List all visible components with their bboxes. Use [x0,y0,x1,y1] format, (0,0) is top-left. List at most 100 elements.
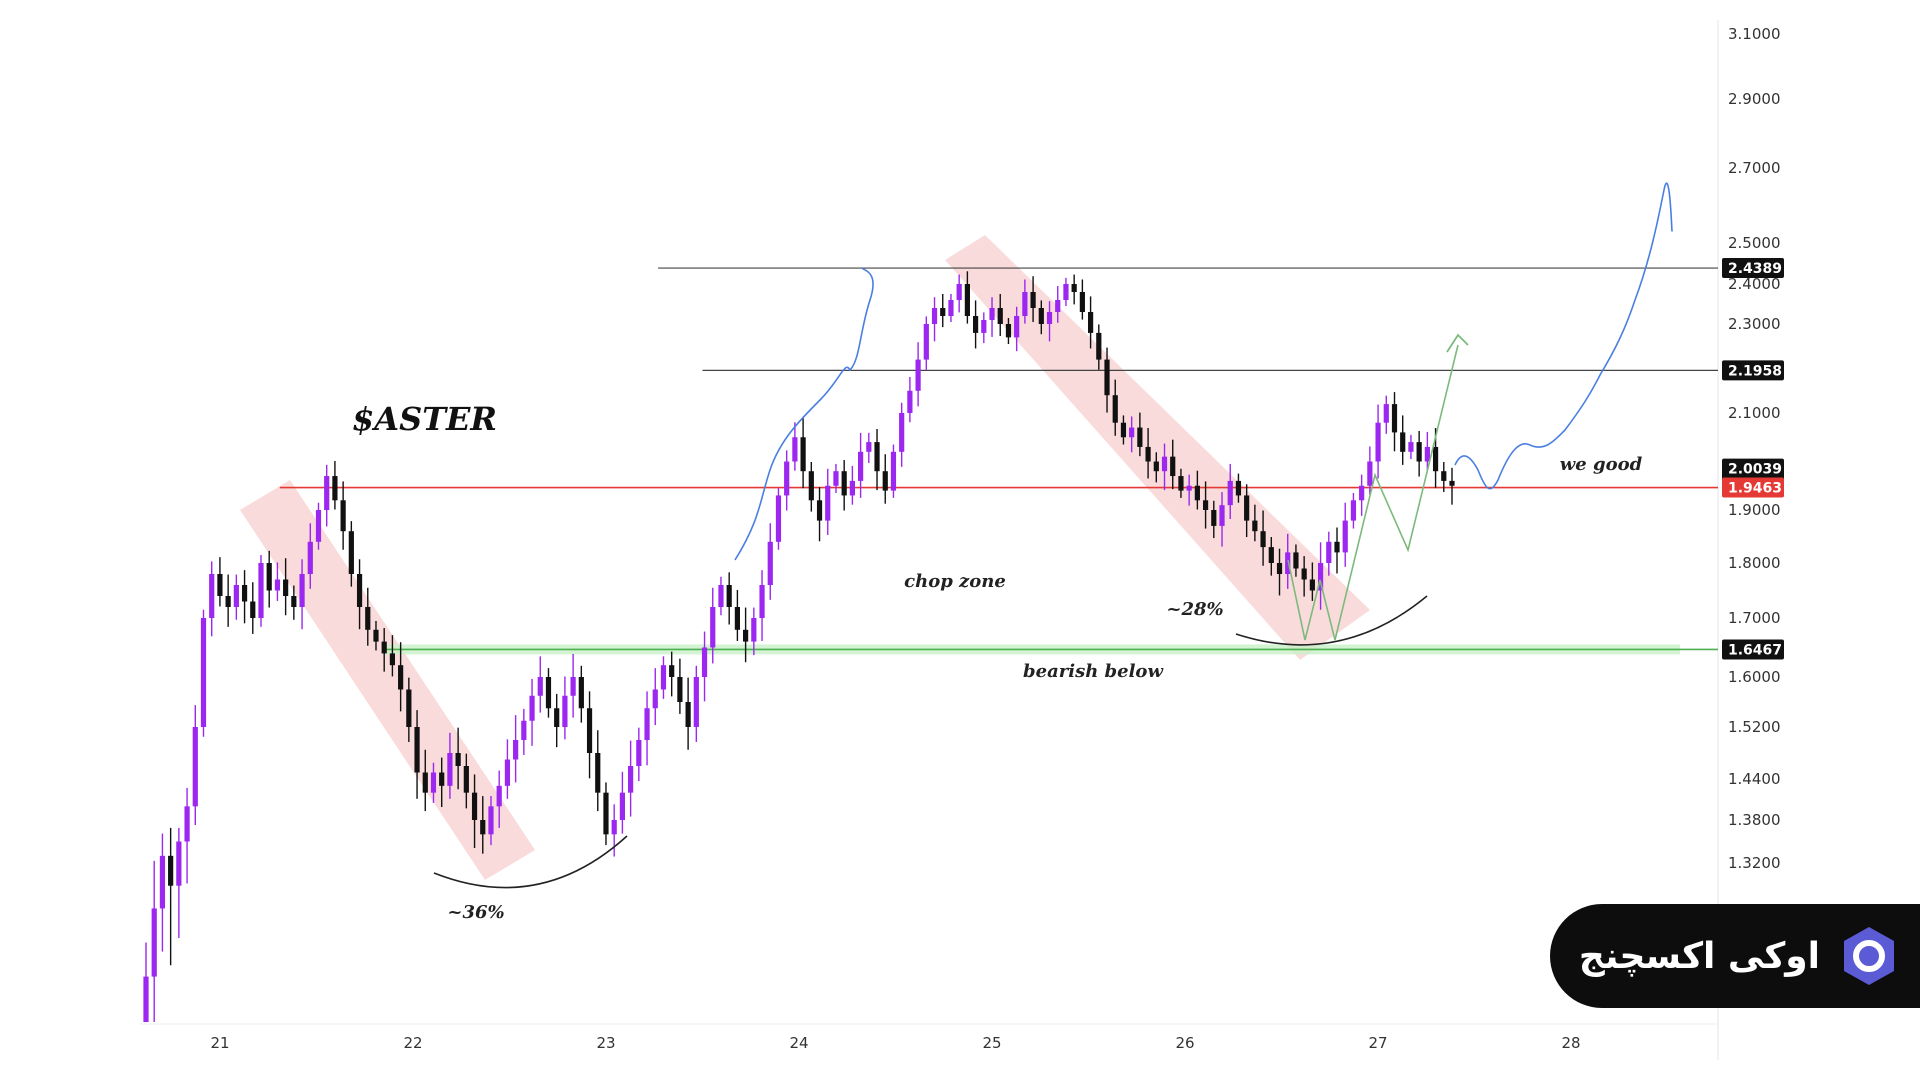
candle-body [217,574,223,596]
candle-body [299,574,305,607]
candle-body [1334,541,1340,553]
candle-body [1449,480,1455,486]
candle-body [562,695,568,727]
candle-body [340,500,346,532]
candle-body [554,708,560,727]
candle-body [1046,312,1053,324]
candle-body [422,772,428,793]
candle-body [1301,568,1307,580]
candle-body [168,855,174,886]
candle-body [200,618,207,727]
projection-paths [433,182,1673,889]
candle-body [398,665,404,690]
candle-body [726,585,732,607]
candle-body [570,677,576,696]
candle-body [225,596,231,607]
y-tick-label: 3.1000 [1728,25,1781,43]
candle-body [1268,547,1274,563]
candle-body [430,772,437,793]
hexagon-logo-icon [1844,927,1894,985]
x-tick-label: 25 [982,1034,1001,1052]
candle-body [743,629,749,642]
y-tick-label: 1.6000 [1728,668,1781,686]
x-tick-label: 27 [1368,1034,1387,1052]
candle-body [1014,316,1020,338]
annotation-label: chop zone [904,571,1006,592]
candle-body [775,495,782,542]
price-tag-box [1722,477,1784,498]
candle-body [1416,442,1422,462]
candle-body [315,510,322,542]
candle-body [389,653,396,666]
candle-body [693,677,699,727]
candle-body [1375,422,1381,462]
candle-body [1342,520,1348,553]
candle-body [274,579,281,591]
candle-body [471,792,478,820]
candle-body [931,308,938,324]
annotation-label: we good [1560,454,1643,475]
green-zigzag [1287,344,1459,641]
y-tick-label: 1.7000 [1728,609,1781,627]
x-tick-label: 23 [596,1034,615,1052]
y-tick-label: 2.7000 [1728,159,1781,177]
candle-body [537,677,543,696]
candle-body [1079,292,1085,312]
price-tag-box [1722,639,1784,660]
price-tag-box [1722,360,1784,381]
candle-body [1202,500,1209,510]
candle-body [233,585,239,607]
candle-body [1391,404,1398,433]
candle-body [381,641,387,654]
candle-body [1424,446,1430,462]
candle-body [1096,332,1102,360]
candle-body [159,855,166,909]
candle-body [241,585,248,602]
candle-body [792,437,798,462]
candle-body [1326,541,1332,563]
candle-body [1441,471,1447,481]
y-tick-label: 1.3200 [1728,854,1781,872]
candle-body [800,437,806,472]
x-tick-label: 24 [789,1034,808,1052]
candle-body [890,451,897,491]
candle-body [940,308,946,316]
candle-body [373,629,379,642]
candle-body [989,308,995,320]
candle-body [808,471,814,501]
y-tick-label: 2.1000 [1728,404,1781,422]
candle-body [685,702,691,727]
candle-body [307,541,313,574]
x-tick-label: 22 [403,1034,422,1052]
bottom-arc-1 [433,835,628,889]
candle-body [972,316,979,333]
x-tick-label: 28 [1561,1034,1580,1052]
candle-body [1211,510,1217,526]
candle-body [1400,432,1406,452]
candles [143,271,1455,1022]
x-tick-label: 26 [1175,1034,1194,1052]
candle-body [258,563,264,618]
candle-body [586,708,593,753]
candle-body [1161,456,1168,472]
candle-body [365,607,371,630]
candle-body [513,740,519,760]
candle-body [1367,461,1373,486]
chart-title: $ASTER [352,400,497,438]
candle-body [1276,563,1283,574]
candle-body [324,476,330,510]
bottom-arc-2 [1235,595,1428,646]
candle-body [833,471,839,486]
candle-body [677,677,683,702]
candle-body [455,753,461,766]
candle-body [1120,422,1127,438]
candle-body [283,579,289,596]
candle-body [463,766,469,793]
candle-body [1227,480,1233,506]
y-tick-label: 1.3800 [1728,811,1781,829]
candle-body [332,476,338,501]
candle-body [250,601,256,618]
candle-body [209,574,215,618]
candle-body [504,759,511,786]
y-axis: 3.1000 2.9000 2.7000 2.5000 2.4000 2.3000 2.10… [1728,25,1781,872]
